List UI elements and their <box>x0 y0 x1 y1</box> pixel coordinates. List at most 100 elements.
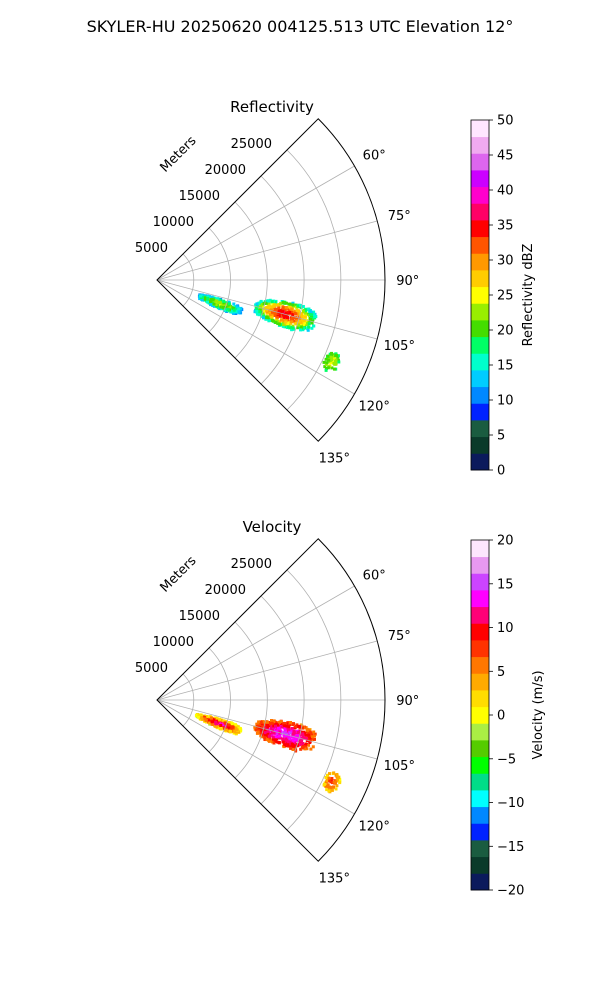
velocity-echo-gate <box>204 719 208 722</box>
reflectivity-colorbar-swatch <box>471 120 489 138</box>
reflectivity-echo-gate <box>267 301 271 305</box>
velocity-echo-gate <box>214 720 218 724</box>
reflectivity-echo-gate <box>330 358 334 362</box>
velocity-echo-gate <box>313 732 317 736</box>
reflectivity-azimuth-tick-label: 75° <box>388 209 411 224</box>
velocity-range-tick-label: 10000 <box>153 635 194 650</box>
velocity-echo-gate <box>263 724 267 728</box>
reflectivity-colorbar-tick-label: 5 <box>497 429 505 444</box>
velocity-echo-gate <box>328 772 331 776</box>
reflectivity-echo-gate <box>309 318 313 321</box>
velocity-echo-gate <box>266 729 270 733</box>
reflectivity-echo-gate <box>234 312 238 315</box>
velocity-range-tick-label: 5000 <box>135 661 168 676</box>
velocity-echo-gate <box>306 736 310 740</box>
velocity-echo-gate <box>268 736 272 740</box>
reflectivity-echo-gate <box>310 326 314 330</box>
reflectivity-echo-gate <box>259 300 263 304</box>
velocity-echo-gate <box>196 715 200 719</box>
velocity-echo-gate <box>221 723 225 727</box>
reflectivity-echo-gate <box>330 352 333 356</box>
reflectivity-azimuth-spoke <box>156 279 378 340</box>
velocity-echo-gate <box>203 717 207 721</box>
velocity-echo-gate <box>296 731 300 735</box>
velocity-colorbar-swatch <box>471 623 489 641</box>
reflectivity-colorbar-swatch <box>471 386 489 404</box>
reflectivity-echo-gate <box>271 310 274 314</box>
velocity-echo-gate <box>281 740 285 744</box>
velocity-echo-gate <box>198 716 202 720</box>
velocity-echo-gate <box>337 776 340 779</box>
velocity-echo-gate <box>256 724 260 728</box>
velocity-axis-labels: 5000 10000 15000 20000 25000 60° 75° 90° 105° 120… <box>135 557 419 886</box>
velocity-colorbar-swatch <box>471 590 489 608</box>
reflectivity-echo-gate <box>272 304 276 308</box>
velocity-colorbar-tick-label: −5 <box>497 752 516 767</box>
velocity-echo-gate <box>263 736 267 740</box>
velocity-colorbar-tick-label: 15 <box>497 577 514 592</box>
reflectivity-echo-gate <box>281 312 285 316</box>
velocity-colorbar-swatch <box>471 823 489 841</box>
velocity-colorbar-swatch <box>471 690 489 708</box>
reflectivity-echo-gate <box>323 365 327 369</box>
reflectivity-echo-gate <box>276 322 280 325</box>
reflectivity-echo-gate <box>206 300 209 304</box>
reflectivity-colorbar-tick-label: 30 <box>497 254 514 269</box>
velocity-echo-gate <box>285 732 289 736</box>
reflectivity-echo-gate <box>260 303 264 307</box>
velocity-echo-gate <box>261 730 265 734</box>
reflectivity-echo-gate <box>255 307 259 311</box>
reflectivity-range-tick-label: 20000 <box>205 163 246 178</box>
reflectivity-echo-gate <box>275 303 279 307</box>
reflectivity-echo-gate <box>256 312 259 316</box>
velocity-echo-gate <box>270 719 273 722</box>
reflectivity-echo-gate <box>283 308 287 312</box>
velocity-echo-gate <box>277 730 281 734</box>
velocity-echo-gate <box>272 720 276 724</box>
velocity-colorbar-swatch <box>471 656 489 674</box>
velocity-echo-gate <box>313 737 316 741</box>
reflectivity-echo-gate <box>224 303 228 307</box>
velocity-echo-gate <box>210 720 214 724</box>
reflectivity-echo-gate <box>277 303 281 307</box>
reflectivity-echo-gate <box>304 309 308 313</box>
reflectivity-echo-gate <box>334 358 338 362</box>
velocity-echo-gate <box>291 732 295 736</box>
velocity-echo-gate <box>334 780 338 784</box>
velocity-echo-gate <box>327 789 331 793</box>
velocity-echo-gate <box>277 732 281 736</box>
reflectivity-echo-gate <box>235 305 239 309</box>
reflectivity-echo-gate <box>277 310 281 314</box>
velocity-echo-gate <box>270 721 274 725</box>
velocity-echo-gate <box>279 720 283 723</box>
reflectivity-echo-gate <box>263 306 267 310</box>
reflectivity-echo-gate <box>210 297 214 301</box>
reflectivity-echo-gate <box>212 298 216 302</box>
reflectivity-echo-gate <box>255 309 259 313</box>
reflectivity-echo-gate <box>334 353 338 357</box>
velocity-echo-gate <box>308 736 312 740</box>
velocity-echo-gate <box>291 738 295 742</box>
reflectivity-echo-gate <box>326 354 330 358</box>
reflectivity-echo-gate <box>234 310 238 314</box>
velocity-echo-gate <box>286 742 290 746</box>
velocity-echo-gate <box>310 731 314 735</box>
reflectivity-echo-gate <box>329 355 333 359</box>
velocity-echo-gate <box>282 721 286 725</box>
velocity-echo-gate <box>260 724 264 728</box>
velocity-echo-gate <box>218 717 222 721</box>
velocity-colorbar-tick-label: −15 <box>497 840 524 855</box>
reflectivity-echo-gate <box>279 310 283 314</box>
velocity-echo-gate <box>282 738 286 742</box>
reflectivity-echo-gate <box>219 305 223 309</box>
reflectivity-colorbar-swatch <box>471 420 489 438</box>
reflectivity-echo-gate <box>267 304 271 308</box>
reflectivity-echo-gate <box>257 302 261 306</box>
velocity-colorbar-tick-label: 10 <box>497 621 514 636</box>
reflectivity-echo-gate <box>300 315 304 319</box>
velocity-echo-gate <box>308 741 312 744</box>
reflectivity-echo-gate <box>273 307 277 311</box>
velocity-echo-gate <box>219 724 223 727</box>
reflectivity-echo-gate <box>299 306 303 309</box>
